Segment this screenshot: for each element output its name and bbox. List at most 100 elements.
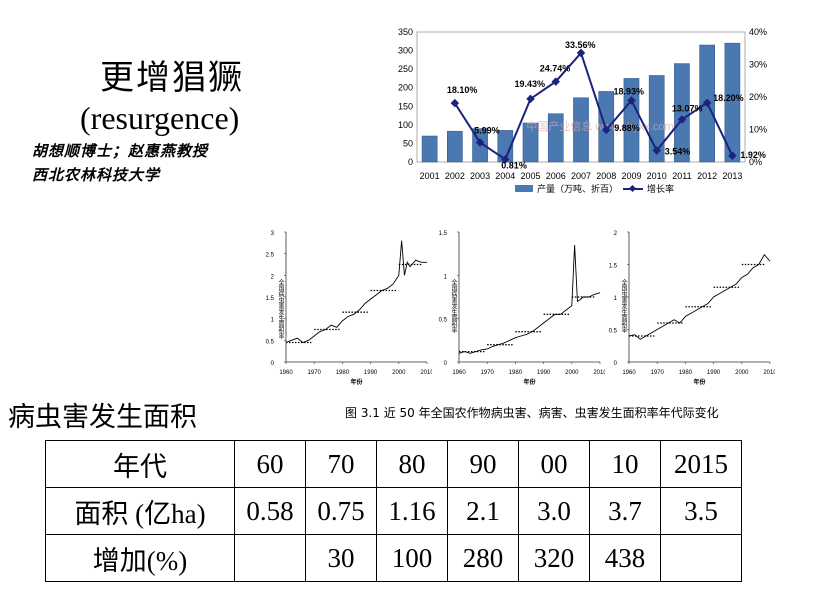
growth-point <box>677 115 687 124</box>
y-tick-label: 150 <box>398 101 413 111</box>
x-tick-label: 2010 <box>647 171 667 181</box>
table-cell: 3.0 <box>518 487 590 535</box>
legend-bar-label: 产量（万吨、折百） <box>537 183 618 194</box>
y-tick-label: 50 <box>403 138 413 148</box>
table-cell: 100 <box>376 534 448 582</box>
table-cell <box>234 534 306 582</box>
x-tick-label: 1980 <box>336 370 350 376</box>
y-tick-label: 350 <box>398 27 413 37</box>
x-tick-label: 2010 <box>763 370 775 376</box>
legend-bar-swatch <box>515 185 533 192</box>
growth-label: 3.54% <box>665 146 691 156</box>
x-tick-label: 1990 <box>537 370 551 376</box>
y-tick-label: 0.5 <box>439 318 448 324</box>
growth-label: 13.07% <box>672 104 703 114</box>
growth-point <box>627 96 636 105</box>
table-cell: 0.58 <box>234 487 306 535</box>
y-tick-label: 2.5 <box>266 253 275 259</box>
area-table: 年代 60 70 80 90 00 10 2015 面积 (亿ha) 0.58 0.75 1.16 2.… <box>45 440 742 582</box>
slide-title: 更增猖獗 <box>100 58 244 98</box>
x-tick-label: 1980 <box>679 370 693 376</box>
y-tick-label: 1 <box>614 296 618 302</box>
table-row: 增加(%) 30 100 280 320 438 <box>45 534 742 582</box>
x-tick-label: 1960 <box>452 370 466 376</box>
y-tick-label: 0 <box>614 361 618 367</box>
growth-point <box>475 138 485 147</box>
disease-area-chart: 0 0.5 1 1.5 1960 1970 1980 1990 2000 2010 年份 全国病害发生… <box>439 231 605 386</box>
x-tick-label: 2012 <box>697 171 717 181</box>
x-tick-label: 2002 <box>445 171 465 181</box>
y-tick-label: 0 <box>271 361 275 367</box>
y-tick-label: 100 <box>398 120 413 130</box>
institution-line: 西北农林科技大学 <box>32 166 161 184</box>
y-tick-label: 300 <box>398 46 413 56</box>
y-axis-label: 全国病虫害发生面积率 <box>277 278 284 340</box>
x-tick-label: 2010 <box>593 370 605 376</box>
y2-tick-label: 20% <box>749 92 767 102</box>
table-cell: 3.5 <box>660 487 742 535</box>
growth-point <box>526 94 535 104</box>
table-cell: 60 <box>234 440 306 488</box>
table-cell: 90 <box>447 440 519 488</box>
x-tick-label: 1960 <box>279 370 293 376</box>
table-cell: 2.1 <box>447 487 519 535</box>
table-cell: 3.7 <box>589 487 661 535</box>
x-tick-label: 1960 <box>622 370 636 376</box>
y-axis-label: 全国病害发生面积率 <box>450 278 457 334</box>
author-line: 胡想顺博士；赵惠燕教授 <box>32 142 209 160</box>
y-tick-label: 1.5 <box>266 296 275 302</box>
growth-point <box>702 98 712 108</box>
y-tick-label: 0.5 <box>609 329 618 335</box>
slide-subtitle: (resurgence) <box>80 100 240 136</box>
y-tick-label: 250 <box>398 64 413 74</box>
y-tick-label: 2 <box>614 231 618 237</box>
x-tick-label: 2008 <box>596 171 616 181</box>
x-tick-label: 2000 <box>565 370 579 376</box>
table-header-row: 年代 60 70 80 90 00 10 2015 <box>45 440 742 488</box>
y-axis-label: 全国虫害发生面积率 <box>620 278 627 334</box>
series-line <box>285 240 427 344</box>
watermark: 中国产业信息 www.chyxx.com <box>526 119 673 133</box>
table-cell <box>660 534 742 582</box>
growth-point <box>501 155 510 164</box>
x-tick-label: 1980 <box>509 370 523 376</box>
x-tick-label: 1990 <box>707 370 721 376</box>
bar <box>648 75 665 163</box>
table-cell: 280 <box>447 534 519 582</box>
growth-line <box>454 50 734 161</box>
y-tick-label: 1.5 <box>439 231 448 237</box>
x-tick-label: 2000 <box>392 370 406 376</box>
y2-tick-label: 30% <box>749 60 767 70</box>
x-tick-label: 2009 <box>621 171 641 181</box>
table-cell: 1.16 <box>376 487 448 535</box>
x-tick-label: 2007 <box>571 171 591 181</box>
x-tick-label: 2005 <box>521 171 541 181</box>
growth-label: 18.93% <box>613 86 644 96</box>
bar <box>724 42 741 163</box>
x-tick-label: 1970 <box>651 370 665 376</box>
section-title: 病虫害发生面积 <box>8 402 197 433</box>
growth-point <box>728 151 737 161</box>
y-tick-label: 200 <box>398 83 413 93</box>
bar <box>674 63 690 163</box>
y-tick-label: 3 <box>271 231 275 237</box>
table-cell: 10 <box>589 440 661 488</box>
bar <box>573 97 589 163</box>
table-cell: 70 <box>305 440 377 488</box>
x-tick-label: 2003 <box>470 171 490 181</box>
row-label-cell: 年代 <box>45 440 235 488</box>
x-tick-label: 2004 <box>495 171 515 181</box>
growth-label: 9.88% <box>614 123 640 133</box>
table-cell: 0.75 <box>305 487 377 535</box>
growth-label: 24.74% <box>540 64 571 74</box>
bar <box>447 130 463 163</box>
figure-caption: 图 3.1 近 50 年全国农作物病虫害、病害、虫害发生面积率年代际变化 <box>345 406 719 420</box>
y2-tick-label: 40% <box>749 27 767 37</box>
x-tick-label: 2010 <box>420 370 432 376</box>
x-tick-label: 2011 <box>672 171 691 181</box>
legend-line-label: 增长率 <box>647 183 674 194</box>
x-tick-label: 1970 <box>308 370 322 376</box>
production-growth-chart: 0 50 100 150 200 250 300 350 0% 10% 20% 30% 40% 2001 2… <box>398 27 767 194</box>
growth-label: 0.81% <box>501 160 527 170</box>
y-tick-label: 2 <box>271 274 275 280</box>
